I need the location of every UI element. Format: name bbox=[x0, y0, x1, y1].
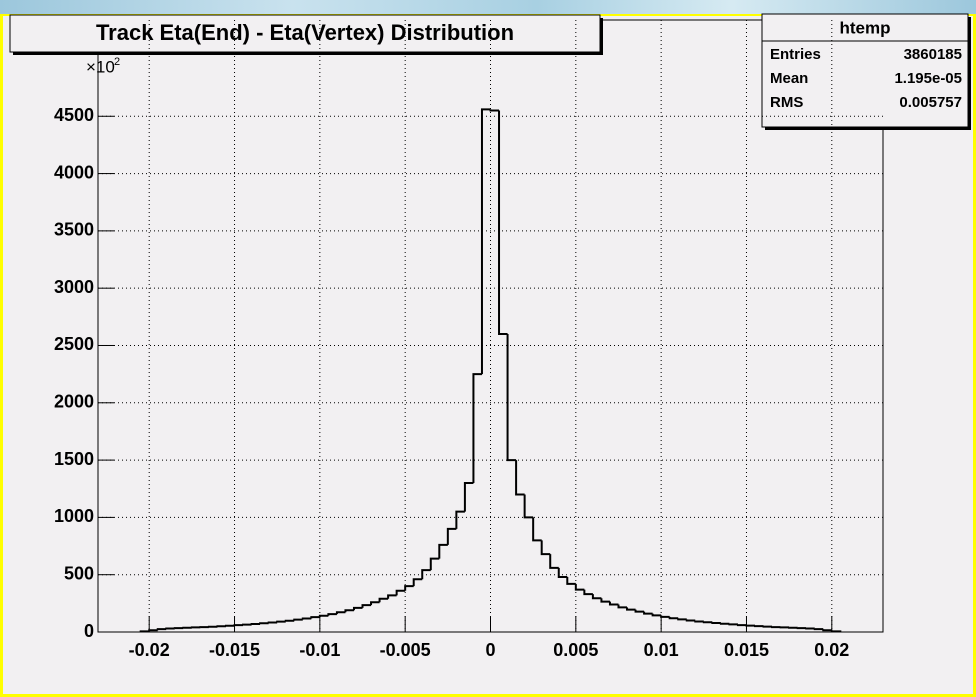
x-tick-label: 0.01 bbox=[644, 640, 679, 660]
histogram-bin bbox=[576, 584, 585, 590]
histogram-bin bbox=[712, 622, 721, 623]
histogram-bin bbox=[823, 629, 832, 630]
histogram-bin bbox=[473, 374, 482, 483]
histogram-bin bbox=[584, 590, 593, 595]
y-tick-label: 4500 bbox=[54, 105, 94, 125]
histogram-bin bbox=[414, 579, 423, 586]
histogram-bin bbox=[149, 630, 158, 631]
histogram-bin bbox=[482, 109, 491, 374]
histogram-bin bbox=[525, 494, 534, 517]
histogram-bin bbox=[636, 610, 645, 612]
histogram-bin bbox=[303, 618, 312, 619]
histogram-bin bbox=[448, 529, 457, 545]
stats-value: 3860185 bbox=[904, 46, 962, 63]
y-tick-label: 3000 bbox=[54, 277, 94, 297]
histogram-bin bbox=[141, 631, 150, 632]
x-tick-label: 0.02 bbox=[814, 640, 849, 660]
histogram-bin bbox=[644, 612, 653, 614]
histogram-bin bbox=[618, 604, 627, 607]
histogram-bin bbox=[695, 621, 704, 622]
histogram-bin bbox=[533, 517, 542, 540]
histogram-bin bbox=[363, 605, 372, 608]
x-tick-label: -0.01 bbox=[299, 640, 340, 660]
x-tick-label: 0 bbox=[485, 640, 495, 660]
histogram-bin bbox=[235, 625, 244, 626]
y-tick-label: 0 bbox=[84, 621, 94, 641]
y-tick-label: 4000 bbox=[54, 162, 94, 182]
x-tick-label: 0.015 bbox=[724, 640, 769, 660]
histogram-bin bbox=[371, 602, 380, 605]
y-multiplier: ×10 bbox=[86, 57, 115, 76]
y-tick-label: 3500 bbox=[54, 220, 94, 240]
histogram-bin bbox=[269, 622, 278, 623]
y-tick-label: 1500 bbox=[54, 449, 94, 469]
histogram-bin bbox=[431, 559, 440, 570]
y-tick-label: 2000 bbox=[54, 392, 94, 412]
histogram-bin bbox=[704, 621, 713, 622]
histogram-bin bbox=[380, 599, 389, 602]
histogram-bin bbox=[678, 618, 687, 619]
histogram-bin bbox=[337, 612, 346, 614]
histogram-bin bbox=[550, 554, 559, 568]
histogram-bin bbox=[354, 608, 363, 610]
histogram-bin bbox=[687, 619, 696, 620]
histogram-bin bbox=[226, 626, 235, 627]
histogram-bin bbox=[670, 617, 679, 618]
x-tick-label: -0.015 bbox=[209, 640, 260, 660]
histogram-bin bbox=[508, 334, 517, 460]
histogram-bin bbox=[738, 624, 747, 625]
histogram-bin bbox=[653, 614, 662, 616]
stats-label: Mean bbox=[770, 70, 808, 87]
histogram-bin bbox=[388, 595, 397, 598]
histogram-bin bbox=[439, 545, 448, 559]
chart-title: Track Eta(End) - Eta(Vertex) Distributio… bbox=[96, 20, 514, 45]
histogram-bin bbox=[277, 622, 286, 623]
stats-title: htemp bbox=[840, 18, 891, 37]
histogram-bin bbox=[832, 630, 841, 632]
histogram-bin bbox=[260, 623, 269, 624]
histogram-bin bbox=[610, 602, 619, 605]
stats-value: 1.195e-05 bbox=[894, 70, 962, 87]
histogram-bin bbox=[456, 512, 465, 529]
histogram-bin bbox=[721, 623, 730, 624]
histogram-bin bbox=[345, 610, 354, 612]
x-tick-label: -0.02 bbox=[129, 640, 170, 660]
histogram-bin bbox=[320, 616, 329, 617]
histogram-bin bbox=[499, 111, 508, 334]
stats-label: RMS bbox=[770, 94, 803, 111]
histogram-bin bbox=[516, 460, 525, 494]
x-tick-label: 0.005 bbox=[553, 640, 598, 660]
histogram-bin bbox=[661, 615, 670, 616]
histogram-bin bbox=[465, 483, 474, 512]
histogram-bin bbox=[252, 624, 261, 625]
y-tick-label: 500 bbox=[64, 563, 94, 583]
histogram-bin bbox=[567, 577, 576, 584]
histogram-bin bbox=[627, 607, 636, 609]
y-multiplier-exponent: 2 bbox=[114, 56, 120, 68]
histogram-bin bbox=[601, 598, 610, 601]
histogram-bin bbox=[542, 540, 551, 554]
histogram-bin bbox=[559, 568, 568, 577]
histogram-bin bbox=[755, 626, 764, 627]
histogram-bin bbox=[311, 617, 320, 618]
y-tick-label: 1000 bbox=[54, 506, 94, 526]
histogram-bin bbox=[328, 614, 337, 616]
histogram-bin bbox=[286, 621, 295, 622]
y-tick-label: 2500 bbox=[54, 334, 94, 354]
stats-value: 0.005757 bbox=[899, 94, 962, 111]
histogram-bin bbox=[294, 620, 303, 621]
histogram-bin bbox=[491, 109, 500, 110]
histogram-bin bbox=[815, 629, 824, 630]
histogram-bin bbox=[729, 624, 738, 625]
stats-label: Entries bbox=[770, 46, 821, 63]
histogram-bin bbox=[593, 594, 602, 598]
histogram-bin bbox=[166, 629, 175, 630]
x-tick-label: -0.005 bbox=[380, 640, 431, 660]
histogram-bin bbox=[405, 586, 414, 591]
histogram-bin bbox=[158, 629, 167, 630]
histogram-bin bbox=[397, 591, 406, 596]
